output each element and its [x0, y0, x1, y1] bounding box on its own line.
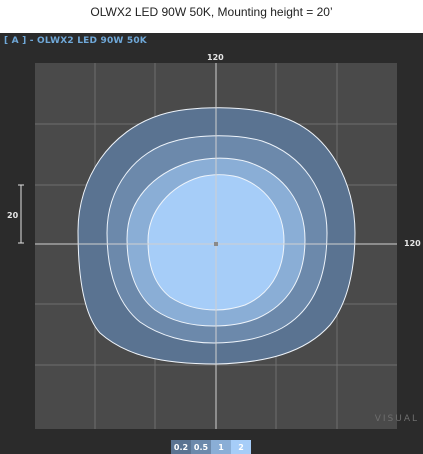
- view-label: [ A ] - OLWX2 LED 90W 50K: [4, 36, 147, 46]
- legend-item-1: 1: [211, 440, 231, 454]
- photometric-panel: [ A ] - OLWX2 LED 90W 50K: [0, 33, 423, 454]
- scale-bar: [18, 184, 24, 244]
- diagram-caption: OLWX2 LED 90W 50K, Mounting height = 20’: [90, 5, 333, 19]
- footcandle-legend: 0.2 0.5 1 2: [171, 440, 251, 454]
- legend-item-2: 2: [231, 440, 251, 454]
- legend-item-0-2: 0.2: [171, 440, 191, 454]
- scale-left-label: 20: [7, 211, 19, 220]
- scale-top-label: 120: [207, 53, 224, 62]
- legend-item-0-5: 0.5: [191, 440, 211, 454]
- scale-right-label: 120: [404, 239, 421, 248]
- isofootcandle-plot: [18, 63, 397, 429]
- watermark-text: VISUAL: [374, 414, 419, 424]
- luminaire-marker: [214, 242, 218, 246]
